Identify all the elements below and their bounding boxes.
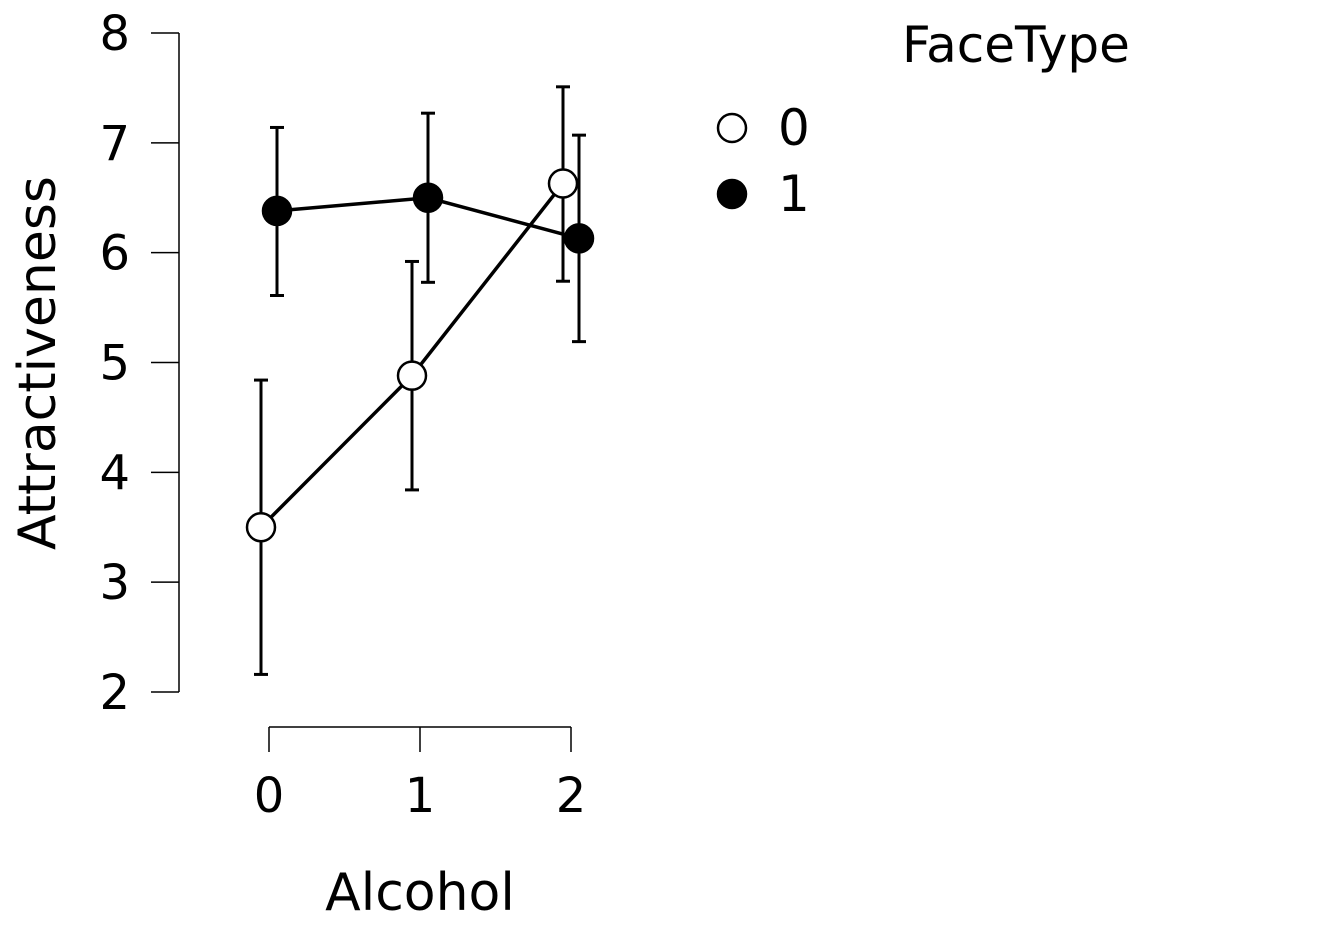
y-axis-title: Attractiveness xyxy=(8,176,68,550)
legend-label: 0 xyxy=(778,99,810,157)
y-axis: 2 3 4 5 6 7 8 xyxy=(99,6,180,721)
series-1 xyxy=(261,111,595,344)
x-tick-label: 2 xyxy=(556,768,587,824)
x-axis: 0 1 2 xyxy=(254,726,587,824)
data-point xyxy=(396,360,428,391)
x-tick-label: 0 xyxy=(254,768,285,824)
y-tick-label: 5 xyxy=(99,336,130,392)
data-point xyxy=(547,168,579,199)
legend-label: 1 xyxy=(778,165,810,223)
legend-marker xyxy=(716,178,748,210)
x-tick-label: 1 xyxy=(405,768,436,824)
y-tick-label: 8 xyxy=(99,6,130,62)
x-axis-title: Alcohol xyxy=(325,863,515,923)
y-tick-label: 2 xyxy=(99,665,130,721)
legend-title: FaceType xyxy=(902,16,1130,74)
y-tick-label: 7 xyxy=(99,116,130,172)
data-point xyxy=(412,182,444,213)
series-0 xyxy=(245,85,579,676)
legend: FaceType 0 1 xyxy=(716,16,1130,223)
plot-area xyxy=(245,85,595,676)
legend-marker xyxy=(716,112,748,144)
y-tick-label: 4 xyxy=(99,445,130,501)
data-point xyxy=(245,512,277,543)
data-point xyxy=(261,195,293,227)
y-tick-label: 3 xyxy=(99,555,130,611)
data-point xyxy=(563,223,595,254)
y-tick-label: 6 xyxy=(99,226,130,282)
